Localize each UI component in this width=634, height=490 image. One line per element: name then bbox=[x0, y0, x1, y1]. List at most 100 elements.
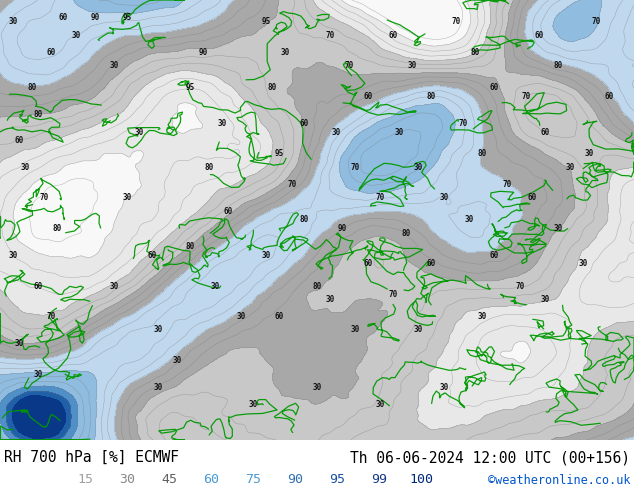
Text: 30: 30 bbox=[8, 18, 17, 26]
Text: 30: 30 bbox=[541, 294, 550, 304]
Text: 80: 80 bbox=[553, 62, 562, 71]
Text: 30: 30 bbox=[262, 251, 271, 260]
Text: 60: 60 bbox=[389, 31, 398, 40]
Text: 80: 80 bbox=[401, 229, 410, 238]
Text: 30: 30 bbox=[119, 472, 135, 486]
Text: 30: 30 bbox=[566, 163, 575, 172]
Text: 60: 60 bbox=[203, 472, 219, 486]
Text: 30: 30 bbox=[376, 400, 385, 409]
Text: 75: 75 bbox=[245, 472, 261, 486]
Text: 30: 30 bbox=[217, 119, 226, 128]
Text: 70: 70 bbox=[46, 312, 55, 321]
Text: 60: 60 bbox=[604, 92, 613, 101]
Text: 30: 30 bbox=[249, 400, 258, 409]
Text: ©weatheronline.co.uk: ©weatheronline.co.uk bbox=[488, 473, 630, 487]
Text: 95: 95 bbox=[122, 13, 131, 22]
Text: 30: 30 bbox=[332, 127, 340, 137]
Text: 30: 30 bbox=[8, 251, 17, 260]
Text: 90: 90 bbox=[198, 49, 207, 57]
Text: 60: 60 bbox=[528, 194, 537, 202]
Text: 80: 80 bbox=[313, 281, 321, 291]
Text: 30: 30 bbox=[477, 312, 486, 321]
Text: 80: 80 bbox=[186, 242, 195, 251]
Text: 30: 30 bbox=[395, 127, 404, 137]
Text: 80: 80 bbox=[53, 224, 61, 233]
Text: 60: 60 bbox=[363, 92, 372, 101]
Text: 30: 30 bbox=[15, 339, 23, 348]
Text: 30: 30 bbox=[281, 49, 290, 57]
Text: 90: 90 bbox=[338, 224, 347, 233]
Text: 60: 60 bbox=[15, 136, 23, 146]
Text: Th 06-06-2024 12:00 UTC (00+156): Th 06-06-2024 12:00 UTC (00+156) bbox=[350, 450, 630, 465]
Text: 70: 70 bbox=[458, 119, 467, 128]
Text: 30: 30 bbox=[173, 356, 182, 366]
Text: 30: 30 bbox=[135, 127, 144, 137]
Text: 95: 95 bbox=[186, 83, 195, 93]
Text: 30: 30 bbox=[465, 216, 474, 224]
Text: 30: 30 bbox=[414, 163, 423, 172]
Text: 60: 60 bbox=[275, 312, 283, 321]
Text: 100: 100 bbox=[409, 472, 433, 486]
Text: 60: 60 bbox=[490, 83, 499, 93]
Text: 70: 70 bbox=[522, 92, 531, 101]
Text: 15: 15 bbox=[77, 472, 93, 486]
Text: 95: 95 bbox=[329, 472, 345, 486]
Text: 90: 90 bbox=[91, 13, 100, 22]
Text: 70: 70 bbox=[351, 163, 359, 172]
Text: 60: 60 bbox=[46, 49, 55, 57]
Text: 70: 70 bbox=[452, 18, 461, 26]
Text: 80: 80 bbox=[205, 163, 214, 172]
Text: 60: 60 bbox=[541, 127, 550, 137]
Text: 45: 45 bbox=[161, 472, 177, 486]
Text: 70: 70 bbox=[325, 31, 334, 40]
Text: 30: 30 bbox=[110, 281, 119, 291]
Text: 80: 80 bbox=[300, 216, 309, 224]
Text: 30: 30 bbox=[408, 62, 417, 71]
Text: 95: 95 bbox=[275, 149, 283, 158]
Text: 30: 30 bbox=[236, 312, 245, 321]
Text: 30: 30 bbox=[439, 383, 448, 392]
Text: 80: 80 bbox=[34, 110, 42, 119]
Text: 80: 80 bbox=[471, 49, 480, 57]
Text: 30: 30 bbox=[154, 383, 163, 392]
Text: 60: 60 bbox=[34, 281, 42, 291]
Text: 70: 70 bbox=[592, 18, 600, 26]
Text: 30: 30 bbox=[579, 260, 588, 269]
Text: 60: 60 bbox=[427, 260, 436, 269]
Text: 80: 80 bbox=[477, 149, 486, 158]
Text: 60: 60 bbox=[363, 260, 372, 269]
Text: 60: 60 bbox=[490, 251, 499, 260]
Text: 99: 99 bbox=[371, 472, 387, 486]
Text: 60: 60 bbox=[300, 119, 309, 128]
Text: 30: 30 bbox=[553, 224, 562, 233]
Text: 30: 30 bbox=[21, 163, 30, 172]
Text: 30: 30 bbox=[325, 294, 334, 304]
Text: 70: 70 bbox=[287, 180, 296, 189]
Text: 60: 60 bbox=[534, 31, 543, 40]
Text: 30: 30 bbox=[110, 62, 119, 71]
Text: 60: 60 bbox=[224, 207, 233, 216]
Text: 30: 30 bbox=[439, 194, 448, 202]
Text: 80: 80 bbox=[268, 83, 277, 93]
Text: 70: 70 bbox=[40, 194, 49, 202]
Text: 70: 70 bbox=[515, 281, 524, 291]
Text: 30: 30 bbox=[414, 325, 423, 335]
Text: 70: 70 bbox=[503, 180, 512, 189]
Text: 70: 70 bbox=[344, 62, 353, 71]
Text: 30: 30 bbox=[211, 281, 220, 291]
Text: 30: 30 bbox=[351, 325, 359, 335]
Text: 30: 30 bbox=[313, 383, 321, 392]
Text: 80: 80 bbox=[27, 83, 36, 93]
Text: 70: 70 bbox=[376, 194, 385, 202]
Text: 30: 30 bbox=[34, 369, 42, 378]
Text: 60: 60 bbox=[59, 13, 68, 22]
Text: 30: 30 bbox=[72, 31, 81, 40]
Text: 30: 30 bbox=[585, 149, 594, 158]
Text: 60: 60 bbox=[148, 251, 157, 260]
Text: 95: 95 bbox=[262, 18, 271, 26]
Text: 80: 80 bbox=[427, 92, 436, 101]
Text: RH 700 hPa [%] ECMWF: RH 700 hPa [%] ECMWF bbox=[4, 450, 179, 465]
Text: 30: 30 bbox=[122, 194, 131, 202]
Text: 70: 70 bbox=[389, 290, 398, 299]
Text: 90: 90 bbox=[287, 472, 303, 486]
